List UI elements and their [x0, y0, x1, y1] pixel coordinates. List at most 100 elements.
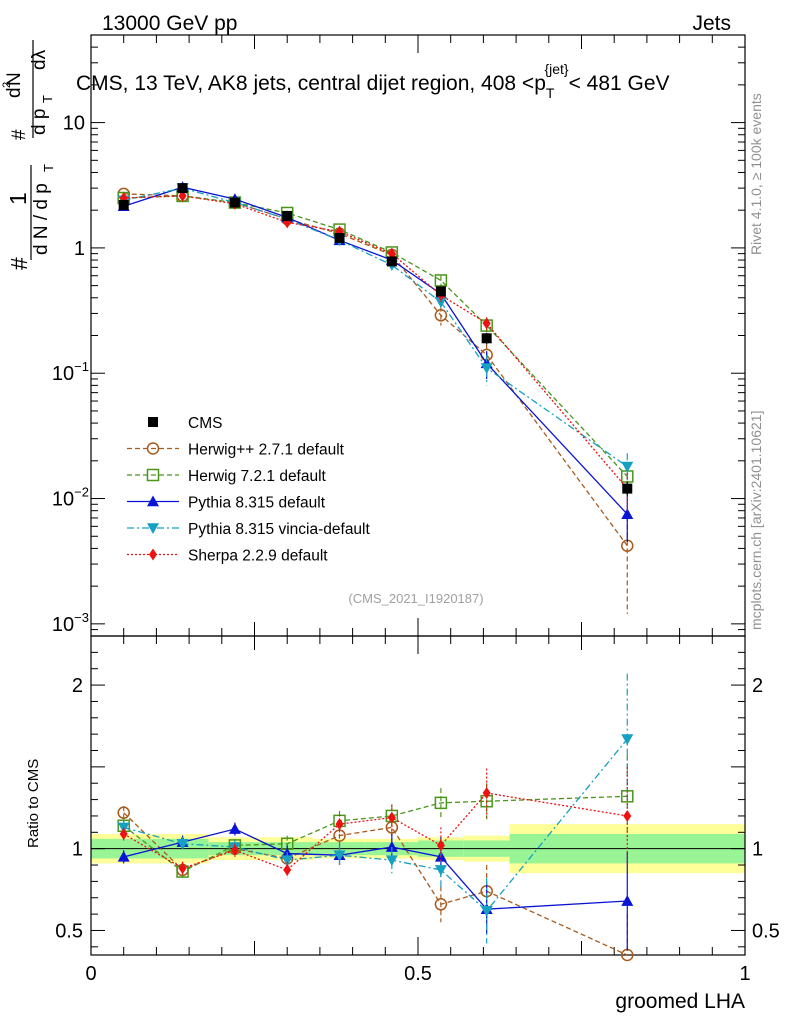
legend-marker	[146, 442, 160, 455]
ratio-point	[230, 844, 239, 857]
ratio-point	[333, 850, 346, 862]
ratio-point	[621, 734, 634, 746]
legend-marker	[147, 495, 159, 507]
legend-marker	[147, 523, 159, 534]
ratio-line	[123, 738, 628, 912]
series-point	[482, 317, 491, 330]
ratio-panel-frame: 0.5 0.51 12 20 0.5 1	[55, 635, 780, 985]
legend-marker	[148, 417, 158, 427]
x-tick-label: 0.5	[404, 963, 432, 985]
series-point	[621, 461, 634, 473]
ratio-point	[385, 855, 398, 867]
ratio-point	[480, 906, 493, 917]
ratio-point	[387, 811, 396, 824]
chart-title-sup: {jet}	[544, 61, 568, 77]
main-y-tick-label: 10−2	[52, 485, 89, 511]
svg-text:N: N	[4, 72, 25, 86]
data-point	[386, 256, 397, 267]
x-tick-label: 0	[85, 963, 96, 985]
legend-label: Herwig 7.2.1 default	[188, 468, 327, 485]
main-y-tick-label: 10	[63, 113, 85, 135]
chart-title-tail: < 481 GeV	[569, 72, 670, 95]
y-axis-label: # 1 d N / d p T # d 2 N d p T dλ	[1, 40, 56, 270]
legend: CMS Herwig++ 2.7.1 default Herwig 7.2.1 de…	[127, 415, 371, 565]
legend-entry: Sherpa 2.2.9 default	[127, 548, 328, 565]
data-point	[622, 483, 633, 494]
ratio-y-tick-label-right: 2	[752, 675, 763, 697]
legend-label: CMS	[188, 415, 222, 432]
ratio-point	[335, 818, 344, 831]
ratio-point	[482, 787, 491, 800]
ratio-point	[176, 838, 189, 850]
main-y-tick-label: 10−1	[52, 359, 89, 385]
series-line	[123, 193, 628, 547]
main-y-tick-label: 10−3	[52, 610, 89, 636]
ratio-point	[178, 862, 187, 875]
ratio-point	[621, 895, 634, 906]
ratio-point	[385, 841, 398, 852]
ratio-y-tick-label: 2	[72, 675, 83, 697]
svg-text:T: T	[41, 164, 56, 172]
svg-text:d p: d p	[29, 109, 50, 135]
svg-text:T: T	[40, 95, 55, 103]
series-point	[434, 297, 447, 309]
svg-text:#: #	[6, 257, 32, 270]
mcplots-label: mcplots.cern.ch [arXiv:2401.10621]	[748, 411, 764, 630]
series-cms-data	[118, 183, 633, 496]
energy-label: 13000 GeV pp	[102, 12, 237, 35]
legend-label: Herwig++ 2.7.1 default	[188, 442, 345, 459]
legend-entry: CMS	[148, 415, 222, 432]
rivet-label: Rivet 4.1.0, ≥ 100k events	[748, 93, 764, 255]
svg-text:1: 1	[5, 192, 31, 205]
series-point	[434, 274, 448, 287]
x-tick-label: 1	[739, 963, 750, 985]
series-point	[621, 508, 634, 519]
ratio-y-label: Ratio to CMS	[25, 759, 42, 848]
category-label: Jets	[692, 12, 731, 35]
legend-entry: Herwig 7.2.1 default	[127, 468, 327, 485]
ratio-point	[228, 823, 241, 834]
legend-label: Sherpa 2.2.9 default	[188, 548, 328, 565]
svg-text:2: 2	[1, 82, 13, 88]
ratio-point	[434, 796, 448, 810]
main-y-tick-label: 1	[74, 238, 85, 260]
data-point	[118, 199, 129, 210]
data-point	[334, 232, 345, 243]
legend-marker	[146, 468, 160, 482]
main-panel-frame: 10−3 10−2 10−1 1 10	[52, 34, 746, 955]
legend-entry: Pythia 8.315 vincia-default	[127, 521, 371, 538]
legend-label: Pythia 8.315 default	[188, 495, 326, 512]
svg-text:d N / d p: d N / d p	[31, 183, 52, 255]
ratio-y-tick-label-right: 1	[752, 839, 763, 861]
data-point	[481, 333, 492, 344]
series-pythia-8-315-default	[117, 181, 634, 542]
main-frame-box	[90, 34, 746, 637]
legend-label: Pythia 8.315 vincia-default	[188, 521, 371, 538]
legend-marker	[149, 548, 157, 561]
chart-title: CMS, 13 TeV, AK8 jets, central dijet reg…	[76, 61, 670, 101]
data-point	[282, 210, 293, 221]
ratio-frame-box	[90, 635, 746, 956]
ratio-series	[117, 673, 634, 962]
ratio-y-tick-label: 0.5	[55, 920, 83, 942]
legend-entry: Herwig++ 2.7.1 default	[127, 442, 345, 459]
ratio-y-tick-label-right: 0.5	[752, 920, 780, 942]
svg-text:#: #	[9, 129, 30, 140]
series-sherpa-2-2-9-default	[119, 189, 632, 511]
ratio-point	[283, 863, 292, 876]
data-point	[229, 197, 240, 208]
ratio-point	[434, 865, 447, 876]
analysis-ref: (CMS_2021_I1920187)	[348, 591, 483, 606]
main-series	[117, 181, 634, 614]
chart-title-main: CMS, 13 TeV, AK8 jets, central dijet reg…	[76, 72, 546, 95]
x-axis-label: groomed LHA	[615, 990, 745, 1013]
series-pythia-8-315-vincia-default	[117, 183, 634, 485]
data-point	[177, 183, 188, 194]
ratio-point	[281, 855, 294, 867]
ratio-point	[119, 827, 128, 840]
svg-text:d: d	[4, 87, 25, 98]
ratio-series-sherpa-2-2-9-default	[119, 766, 632, 879]
ratio-point	[621, 790, 634, 803]
ratio-point	[623, 809, 632, 822]
ratio-series-pythia-8-315-vincia-default	[117, 673, 634, 944]
